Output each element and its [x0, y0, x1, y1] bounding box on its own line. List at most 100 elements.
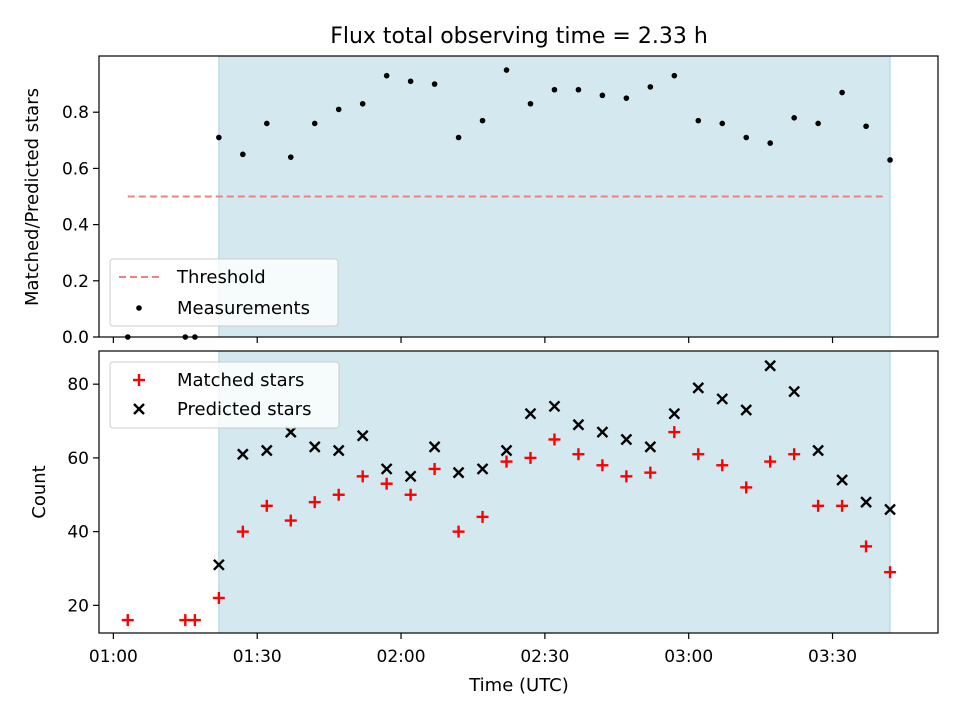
plot-frame — [98, 350, 939, 634]
y-tick-label: 0.8 — [62, 103, 89, 123]
x-tick-label: 01:30 — [233, 647, 282, 667]
measurement-point — [815, 120, 821, 127]
bottom-legend-box — [109, 361, 340, 429]
predicted-star-point — [572, 418, 585, 431]
measurement-point — [359, 100, 366, 107]
x-tick-label: 03:30 — [808, 647, 857, 667]
x-tick-label: 02:30 — [520, 647, 569, 667]
legend-threshold-label: Threshold — [176, 267, 266, 288]
measurement-point — [527, 100, 534, 107]
matched-star-point — [121, 614, 134, 627]
measurement-point — [479, 117, 486, 124]
legend-measurements-label: Measurements — [177, 298, 310, 319]
matched-star-point — [884, 566, 897, 579]
matched-star-point — [860, 540, 873, 553]
measurement-point — [647, 84, 654, 90]
measurement-point — [575, 86, 582, 93]
matched-star-point — [404, 488, 417, 501]
measurement-point — [791, 115, 797, 121]
measurement-point — [887, 157, 893, 163]
matched-star-point — [764, 455, 777, 468]
matched-star-point — [236, 525, 249, 538]
predicted-star-point — [308, 440, 321, 453]
measurement-point — [839, 89, 845, 96]
plot-frame — [98, 55, 939, 338]
matched-star-point — [596, 459, 609, 472]
matched-star-point — [308, 496, 321, 509]
legend-matched-label: Matched stars — [177, 370, 304, 391]
predicted-star-point — [548, 400, 561, 413]
matched-star-point — [788, 448, 801, 461]
y-tick-label: 60 — [67, 449, 89, 469]
x-tick-label: 01:00 — [89, 647, 138, 667]
matched-star-point — [284, 514, 297, 527]
matched-star-point — [572, 448, 585, 461]
measurement-point — [599, 92, 606, 99]
predicted-star-point — [236, 448, 249, 461]
predicted-star-point — [476, 463, 489, 475]
predicted-star-point — [860, 496, 872, 508]
x-tick-label: 03:00 — [664, 647, 713, 667]
measurement-point — [743, 134, 750, 141]
matched-star-point — [500, 455, 513, 468]
matched-star-point — [476, 510, 489, 523]
measurement-point — [767, 140, 773, 146]
y-tick-label: 0.6 — [62, 159, 89, 179]
predicted-star-point — [644, 440, 657, 453]
matched-star-point — [716, 459, 729, 472]
measurement-point — [216, 134, 222, 141]
predicted-star-point — [332, 444, 345, 457]
y-tick-label: 40 — [67, 523, 89, 543]
measurement-point — [455, 134, 462, 141]
matched-star-point — [620, 470, 633, 483]
measurement-point — [671, 72, 678, 79]
measurement-point — [695, 117, 702, 124]
top-legend: Threshold Measurements — [109, 258, 339, 327]
matched-star-point — [356, 470, 369, 483]
predicted-star-point — [284, 426, 297, 438]
predicted-star-point — [836, 474, 848, 486]
measurement-point — [407, 78, 414, 85]
y-tick-label: 80 — [67, 375, 89, 395]
measurement-point — [311, 120, 318, 127]
measurement-point — [863, 123, 869, 130]
predicted-star-point — [668, 407, 681, 420]
matched-star-point — [212, 591, 225, 604]
legend-predicted-label: Predicted stars — [177, 399, 311, 420]
matched-star-point — [836, 499, 849, 512]
y-tick-label: 0.4 — [62, 216, 89, 236]
matched-star-point — [692, 448, 705, 461]
top-legend-box — [109, 258, 339, 327]
measurement-point — [287, 154, 294, 160]
predicted-star-point — [428, 440, 441, 453]
measurement-point — [383, 72, 390, 79]
matched-star-point — [380, 477, 393, 490]
measurement-point — [335, 106, 342, 113]
predicted-star-point — [788, 385, 801, 398]
predicted-star-point — [596, 426, 609, 438]
predicted-star-point — [356, 429, 369, 442]
predicted-star-point — [764, 359, 777, 372]
matched-star-point — [740, 481, 753, 494]
y-tick-label: 20 — [67, 596, 89, 616]
matched-star-point — [260, 499, 273, 512]
top-y-axis-label: Matched/Predicted stars — [22, 88, 43, 306]
legend-matched-swatch — [133, 374, 145, 386]
matched-star-point — [668, 426, 681, 439]
predicted-star-point — [884, 503, 896, 516]
predicted-star-point — [213, 558, 225, 571]
x-tick-label: 02:00 — [377, 647, 426, 667]
measurement-point — [264, 120, 270, 127]
matched-star-point — [188, 614, 201, 627]
predicted-star-point — [692, 382, 705, 394]
predicted-star-point — [500, 444, 513, 457]
x-axis-label: Time (UTC) — [468, 675, 569, 696]
measurement-point — [719, 120, 726, 127]
predicted-star-point — [524, 407, 537, 420]
matched-star-point — [644, 466, 657, 479]
matched-star-point — [452, 525, 465, 538]
predicted-star-point — [404, 470, 417, 483]
legend-measurements-swatch — [136, 305, 142, 311]
measurement-point — [503, 67, 510, 73]
